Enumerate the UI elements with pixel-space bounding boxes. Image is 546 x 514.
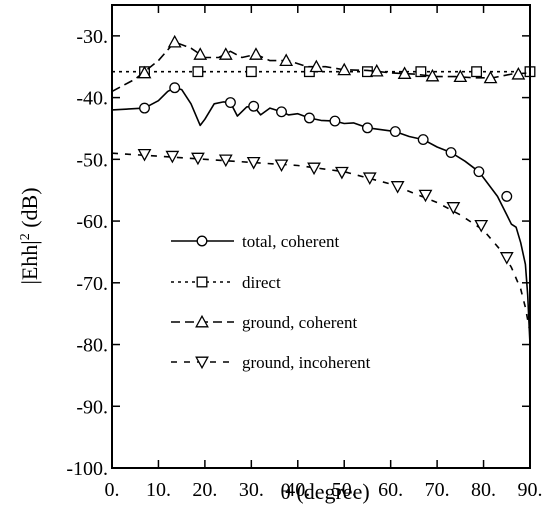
legend-marker-3: [195, 314, 209, 328]
series-line-1: [111, 86, 531, 345]
y-tick-label: -40.: [76, 88, 108, 110]
x-tick-label: 80.: [471, 479, 496, 501]
series-4-marker: [218, 154, 233, 168]
series-1-marker: [224, 97, 236, 108]
series-1-marker: [303, 112, 315, 124]
series-3-marker: [337, 62, 352, 76]
series-3-marker: [137, 65, 152, 79]
series-3-marker: [483, 70, 498, 84]
series-1-marker: [361, 122, 373, 134]
series-3-marker: [193, 47, 208, 60]
x-tick-label: 70.: [425, 479, 450, 501]
series-4-marker: [191, 152, 205, 166]
y-tick-label: -60.: [76, 211, 108, 233]
series-4-marker: [165, 150, 180, 164]
series-layer: [111, 34, 536, 345]
x-tick-label: 60.: [378, 479, 403, 501]
y-tick-label: -70.: [76, 273, 108, 295]
series-1-marker: [248, 100, 260, 112]
legend-label-4: ground, incoherent: [242, 353, 371, 372]
legend-marker-2: [196, 276, 208, 288]
series-1-marker: [169, 82, 181, 94]
x-axis-title: θ (degree): [280, 479, 369, 504]
series-3-marker: [249, 47, 263, 60]
series-3-marker: [397, 66, 412, 79]
plot-frame: [111, 4, 531, 469]
x-tick-label: 40.: [285, 479, 310, 501]
legend-label-1: total, coherent: [242, 232, 340, 251]
series-2-marker: [415, 66, 427, 78]
x-tick-label: 10.: [146, 479, 171, 501]
series-4-marker: [335, 166, 349, 180]
ticks-layer: 0. 10. 20. 30. 40. 50. 60. 70. 80. 90. -30. -40. -50…: [66, 5, 543, 501]
series-1-marker: [501, 190, 513, 202]
series-3-marker: [167, 34, 182, 48]
series-1-marker: [276, 106, 287, 118]
y-axis-title: |Ehh|2 (dB): [17, 187, 42, 284]
series-1-marker: [329, 115, 341, 127]
series-3-marker: [425, 68, 440, 82]
series-4-marker: [499, 252, 514, 265]
series-4-marker: [390, 181, 405, 194]
series-2-marker: [471, 66, 483, 78]
legend-marker-1: [196, 235, 208, 247]
legend-marker-4: [195, 356, 209, 370]
series-4-marker: [274, 159, 289, 173]
series-2-marker: [192, 66, 204, 78]
series-4-marker: [474, 219, 489, 233]
legend: total, coherent direct ground, coherent gro…: [171, 232, 371, 372]
series-4-marker: [246, 156, 261, 170]
series-1-marker: [445, 147, 457, 158]
series-3-marker: [511, 66, 526, 80]
x-tick-label: 0.: [105, 479, 120, 501]
x-tick-label: 90.: [518, 479, 543, 501]
y-tick-label: -50.: [76, 149, 108, 171]
legend-label-2: direct: [242, 273, 281, 292]
y-tick-label: -90.: [76, 396, 108, 418]
series-4-marker: [446, 202, 461, 215]
x-tick-label: 20.: [192, 479, 217, 501]
series-4-marker: [418, 189, 433, 203]
x-tick-label: 50.: [332, 479, 357, 501]
series-1-marker: [473, 166, 485, 178]
series-3-marker: [218, 47, 233, 60]
y-tick-label: -30.: [76, 26, 108, 48]
series-3-marker: [309, 59, 324, 73]
series-1-marker: [139, 102, 150, 114]
series-3-marker: [369, 63, 384, 77]
series-3-marker: [279, 53, 294, 67]
series-4-marker: [137, 148, 152, 162]
series-4-marker: [362, 172, 377, 186]
series-1-marker: [417, 134, 429, 146]
series-4-marker: [307, 162, 321, 176]
series-3-marker: [453, 69, 468, 83]
series-line-3: [111, 41, 531, 93]
legend-label-3: ground, coherent: [242, 313, 357, 332]
series-2-marker: [245, 66, 257, 78]
series-1-marker: [389, 126, 401, 138]
y-tick-label: -100.: [66, 458, 108, 480]
x-tick-label: 30.: [239, 479, 264, 501]
y-tick-label: -80.: [76, 335, 108, 357]
